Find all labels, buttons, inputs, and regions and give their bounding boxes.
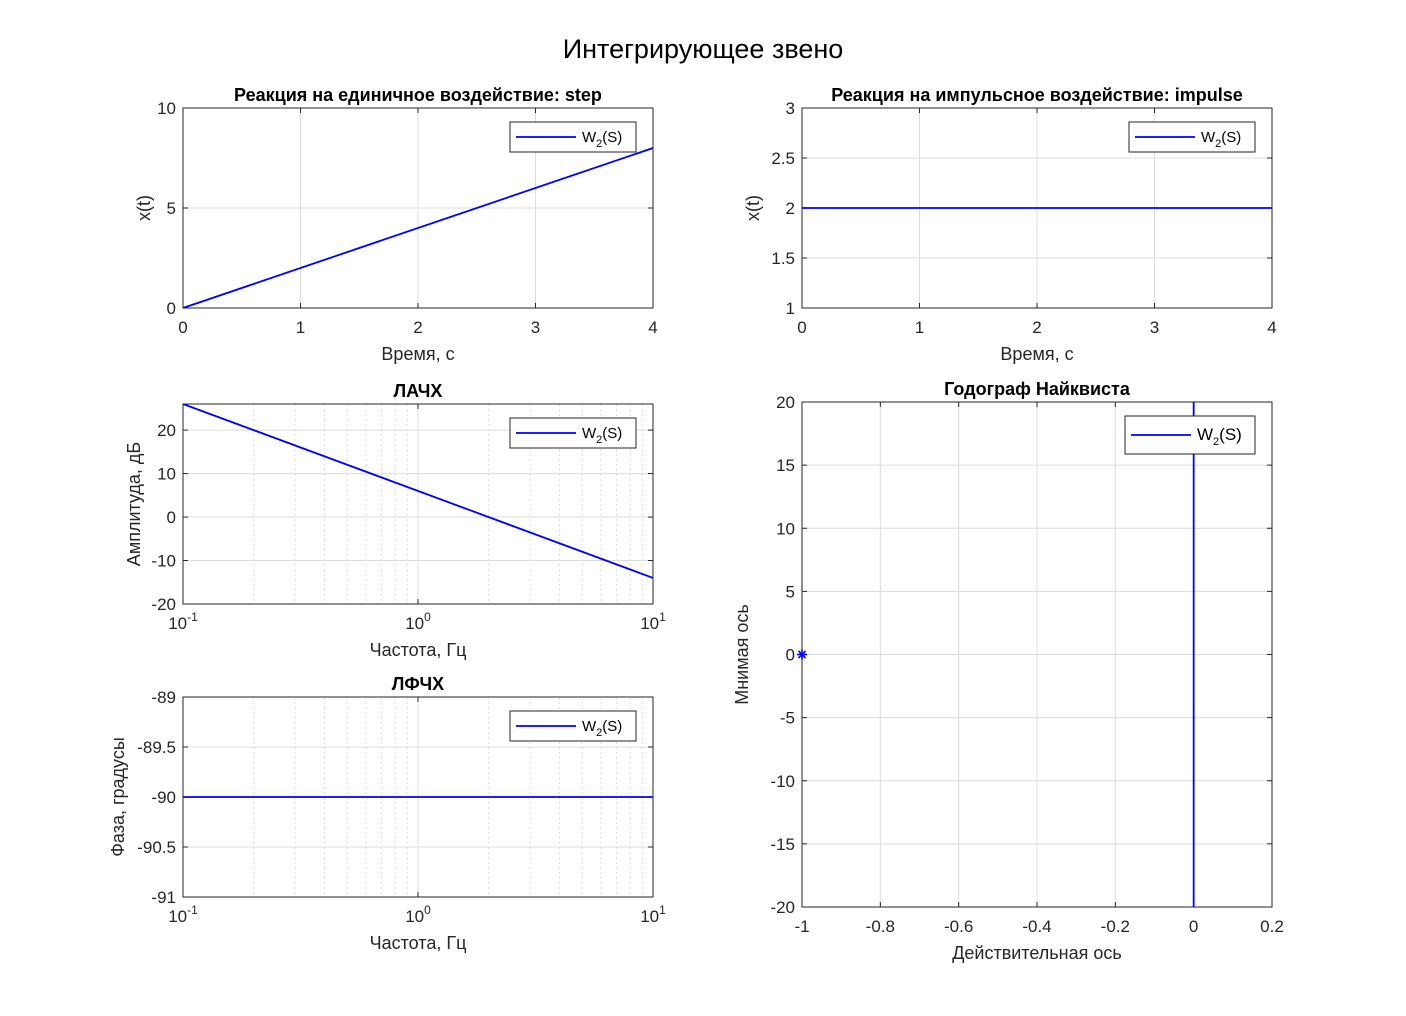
- figure-title: Интегрирующее звено: [563, 34, 844, 64]
- y-tick-label: -91: [151, 888, 176, 907]
- y-tick-label: 2.5: [771, 149, 795, 168]
- x-tick-label: -0.2: [1101, 917, 1130, 936]
- y-tick-label: 10: [157, 465, 176, 484]
- x-tick-label: 0: [178, 318, 187, 337]
- y-tick-label: -20: [151, 595, 176, 614]
- y-tick-label: 15: [776, 456, 795, 475]
- x-tick-label: -0.8: [866, 917, 895, 936]
- legend: W2(S): [1124, 415, 1256, 455]
- x-tick-label: 2: [413, 318, 422, 337]
- axes-lach: 10-1 100 101 -20 -10 0 10 20 ЛАЧХ Частота, Гц Ампл…: [124, 381, 666, 660]
- axes-lfch: 10-1 100 101 -91 -90.5 -90 -89.5 -89 ЛФЧХ Частота…: [108, 674, 666, 953]
- x-tick-label: 1: [915, 318, 924, 337]
- y-tick-label: 10: [776, 519, 795, 538]
- series-line-lach: [183, 404, 653, 579]
- legend: W2(S): [509, 121, 637, 153]
- y-axis-label: x(t): [743, 195, 763, 221]
- y-tick-label: -10: [770, 772, 795, 791]
- axes-title: ЛФЧХ: [392, 674, 444, 694]
- x-tick-label: 10-1: [168, 610, 198, 633]
- y-tick-label: 0: [167, 508, 176, 527]
- y-axis-label: Фаза, градусы: [108, 737, 128, 857]
- y-tick-label: 20: [776, 393, 795, 412]
- axes-nyquist: -1 -0.8 -0.6 -0.4 -0.2 0 0.2 -20 -15 -10 -5 0 5 10 15 2…: [732, 379, 1284, 963]
- axes-title: Годограф Найквиста: [944, 379, 1131, 399]
- y-tick-label: 0: [786, 646, 795, 665]
- legend-entry-label: W2(S): [1201, 129, 1241, 150]
- x-axis-label: Время, с: [381, 344, 454, 364]
- axes-title: Реакция на единичное воздействие: step: [234, 85, 602, 105]
- y-axis-label: Мнимая ось: [732, 604, 752, 705]
- y-tick-label: 0: [167, 299, 176, 318]
- legend: W2(S): [1128, 121, 1256, 153]
- x-tick-label: 0: [797, 318, 806, 337]
- y-tick-label: 1.5: [771, 249, 795, 268]
- x-tick-label: 4: [648, 318, 657, 337]
- x-axis-label: Время, с: [1000, 344, 1073, 364]
- y-tick-label: 1: [786, 299, 795, 318]
- x-tick-label: 0.2: [1260, 917, 1284, 936]
- y-tick-label: -90.5: [137, 838, 176, 857]
- x-tick-label: 2: [1032, 318, 1041, 337]
- y-axis-label: x(t): [134, 195, 154, 221]
- x-tick-label: -0.4: [1022, 917, 1051, 936]
- x-tick-label: 0: [1189, 917, 1198, 936]
- x-tick-label: 100: [405, 903, 431, 926]
- y-tick-label: 10: [157, 99, 176, 118]
- x-tick-label: 3: [1150, 318, 1159, 337]
- x-tick-label: 100: [405, 610, 431, 633]
- x-tick-label: 4: [1267, 318, 1276, 337]
- legend: W2(S): [509, 710, 637, 742]
- legend-entry-label: W2(S): [582, 129, 622, 150]
- y-tick-label: 5: [786, 582, 795, 601]
- x-tick-label: -0.6: [944, 917, 973, 936]
- y-tick-label: -5: [780, 709, 795, 728]
- y-tick-label: 3: [786, 99, 795, 118]
- y-tick-label: 20: [157, 421, 176, 440]
- nyquist-marker: [797, 649, 807, 660]
- x-tick-label: 1: [296, 318, 305, 337]
- x-axis-label: Частота, Гц: [370, 640, 467, 660]
- x-tick-label: 101: [640, 610, 666, 633]
- axes-title: Реакция на импульсное воздействие: impul…: [831, 85, 1243, 105]
- y-tick-label: -90: [151, 788, 176, 807]
- y-tick-label: -10: [151, 552, 176, 571]
- x-tick-label: -1: [794, 917, 809, 936]
- x-axis-label: Действительная ось: [952, 943, 1122, 963]
- series-line-step: [183, 147, 653, 308]
- y-tick-label: -89: [151, 688, 176, 707]
- y-tick-label: -89.5: [137, 738, 176, 757]
- y-tick-label: 2: [786, 199, 795, 218]
- x-tick-label: 10-1: [168, 903, 198, 926]
- y-tick-label: -15: [770, 835, 795, 854]
- axes-title: ЛАЧХ: [394, 381, 443, 401]
- y-tick-label: 5: [167, 199, 176, 218]
- axes-step: 0 1 2 3 4 0 5 10 Реакция на единичное воздействи…: [134, 85, 658, 364]
- x-axis-label: Частота, Гц: [370, 933, 467, 953]
- x-tick-label: 101: [640, 903, 666, 926]
- legend-entry-label: W2(S): [582, 425, 622, 446]
- y-axis-label: Амплитуда, дБ: [124, 442, 144, 566]
- x-tick-label: 3: [531, 318, 540, 337]
- y-tick-label: -20: [770, 898, 795, 917]
- legend: W2(S): [509, 417, 637, 449]
- legend-entry-label: W2(S): [1197, 425, 1242, 448]
- legend-entry-label: W2(S): [582, 718, 622, 739]
